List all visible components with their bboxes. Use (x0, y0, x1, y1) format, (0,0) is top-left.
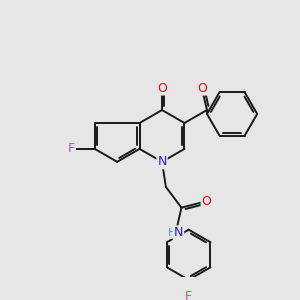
Text: F: F (185, 290, 192, 300)
Text: O: O (197, 82, 207, 94)
Text: N: N (174, 226, 183, 239)
Text: H: H (168, 228, 176, 238)
Text: O: O (157, 82, 167, 94)
Text: F: F (68, 142, 75, 155)
Text: N: N (157, 155, 167, 168)
Text: O: O (202, 195, 212, 208)
